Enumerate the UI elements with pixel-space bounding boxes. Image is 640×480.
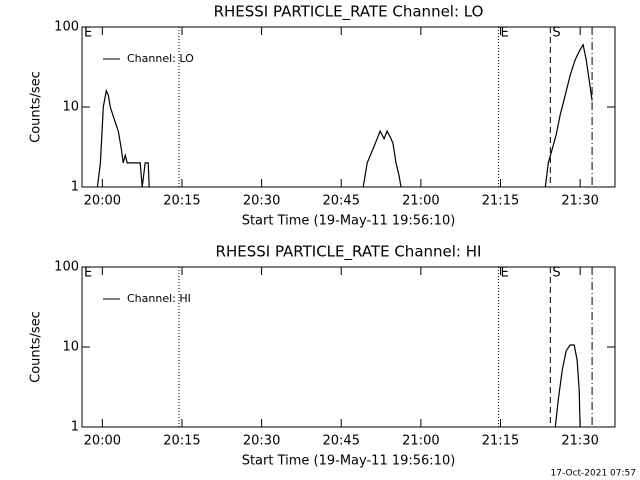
x-tick-label: 21:15 [482,434,519,449]
y-tick-label: 1 [71,420,79,435]
marker-label: S [552,26,560,41]
x-tick-label: 21:00 [402,194,439,209]
data-line [96,43,593,188]
x-tick-label: 20:30 [243,434,280,449]
x-axis-label: Start Time (19-May-11 19:56:10) [242,454,456,469]
legend-label: Channel: LO [127,52,194,65]
y-tick-label: 10 [62,100,79,115]
footer-date: 17-Oct-2021 07:57 [551,469,636,479]
chart-title: RHESSI PARTICLE_RATE Channel: LO [214,3,484,22]
x-tick-label: 21:30 [561,434,598,449]
x-tick-label: 21:30 [561,194,598,209]
marker-label: S [552,266,560,281]
x-tick-label: 20:15 [163,434,200,449]
x-tick-label: 20:30 [243,194,280,209]
y-tick-label: 10 [62,340,79,355]
y-axis-label: Counts/sec [29,311,44,383]
x-tick-label: 20:45 [323,434,360,449]
y-axis-label: Counts/sec [29,71,44,143]
x-tick-label: 20:00 [84,434,121,449]
x-tick-label: 20:15 [163,194,200,209]
marker-label: E [84,26,92,41]
chart-title: RHESSI PARTICLE_RATE Channel: HI [216,243,482,262]
y-tick-label: 100 [54,260,79,275]
y-tick-label: 100 [54,20,79,35]
x-tick-label: 20:45 [323,194,360,209]
x-axis-label: Start Time (19-May-11 19:56:10) [242,214,456,229]
legend-label: Channel: HI [127,292,191,305]
marker-label: E [501,26,509,41]
data-line [554,344,581,428]
x-tick-label: 20:00 [84,194,121,209]
marker-label: E [84,266,92,281]
x-tick-label: 21:00 [402,434,439,449]
marker-label: E [501,266,509,281]
y-tick-label: 1 [71,180,79,195]
x-tick-label: 21:15 [482,194,519,209]
